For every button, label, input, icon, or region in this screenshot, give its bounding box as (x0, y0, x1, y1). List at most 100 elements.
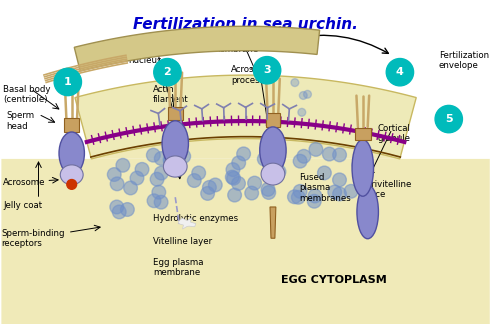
Text: Acrosome: Acrosome (4, 178, 46, 187)
Polygon shape (270, 207, 276, 238)
Circle shape (344, 184, 358, 198)
Circle shape (318, 166, 331, 180)
Circle shape (332, 173, 346, 187)
FancyBboxPatch shape (168, 107, 182, 120)
Ellipse shape (60, 165, 83, 185)
Circle shape (164, 155, 177, 169)
Ellipse shape (164, 156, 187, 177)
Circle shape (435, 105, 462, 133)
Circle shape (254, 56, 280, 84)
Circle shape (272, 165, 286, 178)
Circle shape (208, 178, 222, 192)
Ellipse shape (260, 127, 286, 174)
Circle shape (237, 147, 250, 161)
Circle shape (298, 108, 306, 116)
FancyBboxPatch shape (64, 118, 79, 132)
Text: 2: 2 (164, 67, 172, 77)
Circle shape (177, 150, 190, 163)
Circle shape (228, 188, 241, 202)
Ellipse shape (352, 140, 374, 196)
Polygon shape (2, 139, 490, 324)
Circle shape (322, 147, 336, 161)
Circle shape (248, 176, 262, 190)
Circle shape (116, 158, 130, 172)
Ellipse shape (59, 132, 84, 174)
Circle shape (300, 92, 307, 99)
Circle shape (294, 185, 307, 198)
Text: 4: 4 (396, 67, 404, 77)
Circle shape (110, 200, 124, 214)
Text: Sperm plasma
membrane: Sperm plasma membrane (212, 35, 274, 54)
Circle shape (308, 195, 321, 208)
Circle shape (264, 156, 278, 170)
Polygon shape (178, 218, 196, 229)
Text: Jelly coat: Jelly coat (4, 200, 42, 210)
Circle shape (288, 190, 302, 204)
Circle shape (304, 91, 312, 98)
Circle shape (232, 177, 245, 190)
Circle shape (292, 191, 305, 204)
Circle shape (232, 156, 245, 170)
Circle shape (245, 186, 258, 200)
Circle shape (201, 187, 214, 200)
Circle shape (192, 166, 205, 180)
Text: Sperm
head: Sperm head (6, 111, 34, 131)
Text: Egg plasma
membrane: Egg plasma membrane (153, 258, 204, 277)
Text: Fertilization
envelope: Fertilization envelope (439, 51, 489, 70)
Circle shape (188, 174, 201, 187)
Circle shape (297, 150, 310, 163)
Circle shape (150, 173, 164, 186)
Circle shape (67, 179, 76, 189)
Text: 5: 5 (445, 114, 452, 124)
Circle shape (147, 194, 161, 208)
Circle shape (110, 177, 124, 191)
Circle shape (308, 189, 322, 203)
Circle shape (328, 185, 342, 199)
Circle shape (226, 170, 239, 184)
Circle shape (108, 168, 121, 181)
Circle shape (202, 180, 216, 194)
Circle shape (226, 163, 240, 176)
Circle shape (227, 172, 240, 185)
Text: 3: 3 (264, 65, 271, 75)
Ellipse shape (357, 185, 378, 239)
Text: Actin
filament: Actin filament (153, 85, 188, 104)
Circle shape (154, 58, 181, 86)
Circle shape (332, 187, 346, 201)
Circle shape (146, 148, 160, 162)
Polygon shape (75, 75, 416, 159)
Polygon shape (74, 26, 320, 71)
Circle shape (258, 152, 271, 166)
Circle shape (332, 148, 346, 162)
Circle shape (112, 205, 126, 219)
Circle shape (154, 195, 168, 209)
Circle shape (154, 166, 168, 180)
Ellipse shape (261, 163, 285, 185)
Circle shape (124, 181, 138, 195)
Circle shape (291, 79, 299, 87)
Text: Fused
plasma
membranes: Fused plasma membranes (300, 173, 351, 203)
Circle shape (171, 159, 185, 173)
Text: 1: 1 (64, 77, 72, 87)
Circle shape (152, 185, 166, 199)
Circle shape (54, 68, 82, 96)
Text: Sperm-binding
receptors: Sperm-binding receptors (2, 229, 65, 248)
Circle shape (262, 186, 276, 199)
Circle shape (386, 58, 413, 86)
Circle shape (294, 154, 307, 168)
Text: Perivitelline
space: Perivitelline space (361, 180, 411, 199)
Circle shape (261, 182, 275, 196)
Circle shape (154, 152, 168, 165)
Circle shape (135, 162, 149, 176)
Text: Vitelline layer: Vitelline layer (153, 237, 212, 246)
FancyBboxPatch shape (266, 113, 280, 127)
Text: Basal body
(centriole): Basal body (centriole) (4, 85, 51, 104)
Circle shape (352, 158, 366, 172)
Text: Sperm
nucleus: Sperm nucleus (128, 46, 162, 65)
Text: Cortical
granule: Cortical granule (378, 124, 410, 143)
FancyBboxPatch shape (355, 128, 370, 140)
Text: Acrosomal
process: Acrosomal process (231, 65, 276, 85)
Circle shape (120, 203, 134, 216)
Ellipse shape (162, 121, 188, 166)
Circle shape (309, 143, 322, 156)
